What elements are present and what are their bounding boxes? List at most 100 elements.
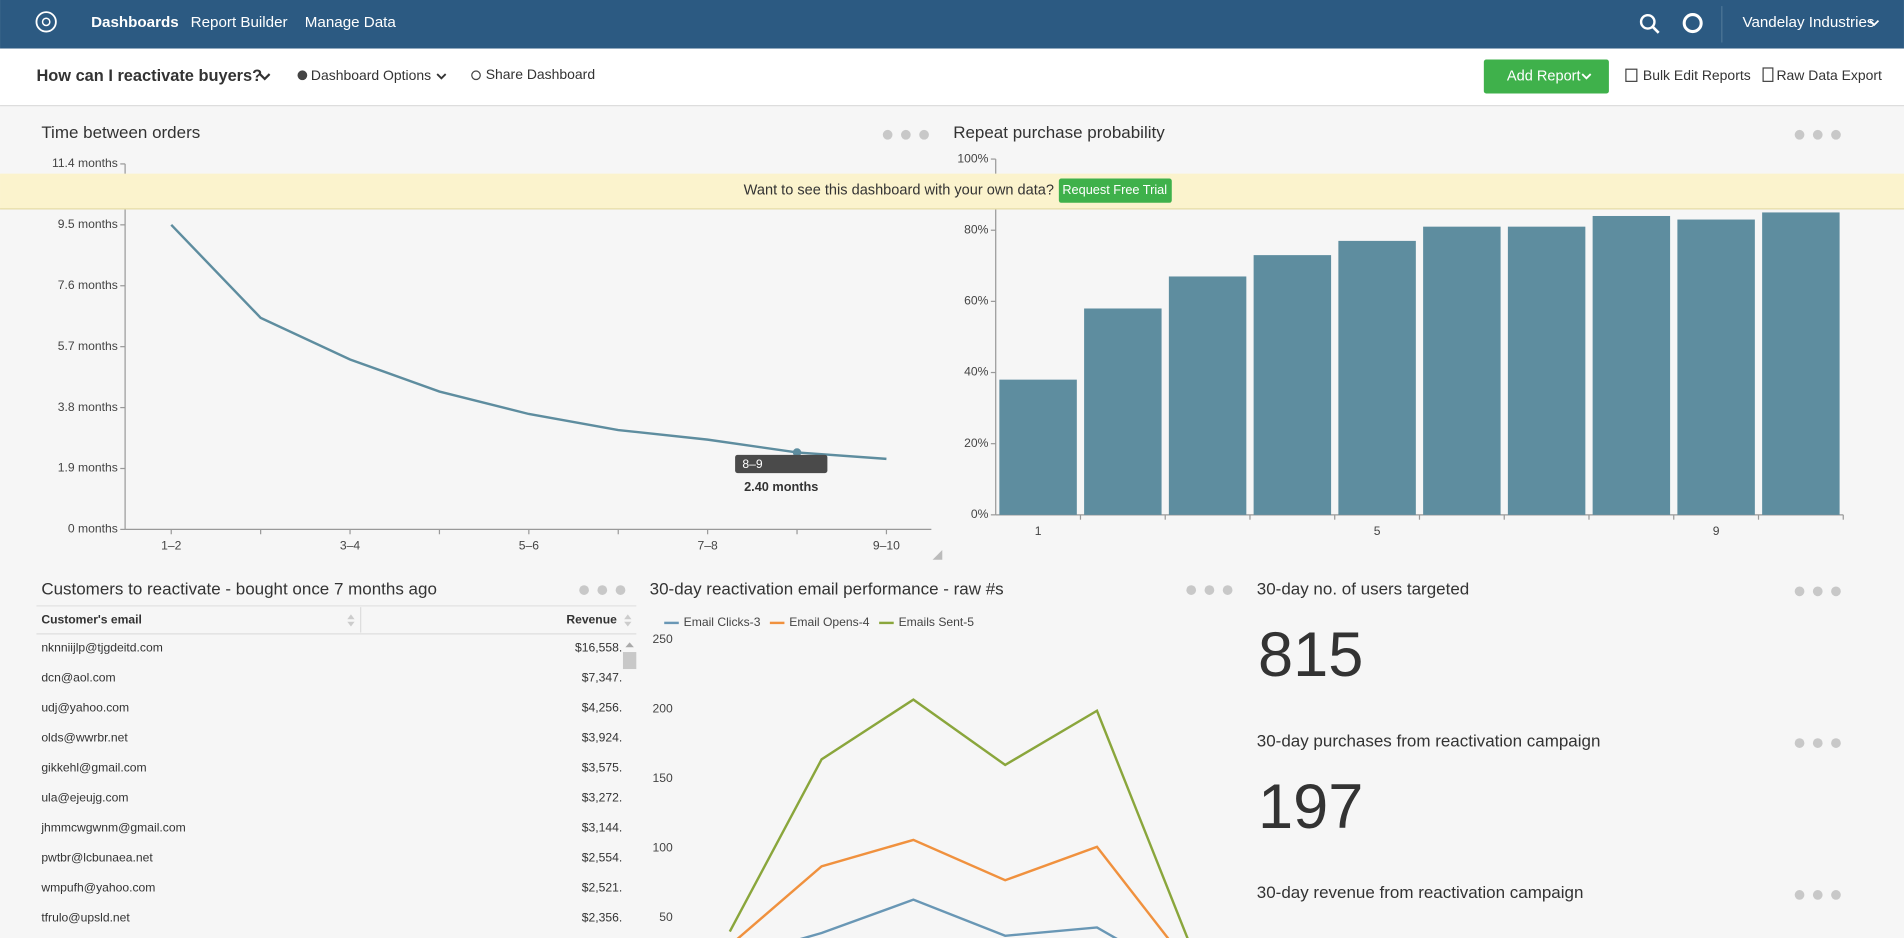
toolbar-background	[0, 48, 1904, 106]
cell-revenue: $3,272.0	[582, 791, 629, 805]
y-tick-label: 100	[652, 840, 672, 854]
line-series	[799, 898, 1118, 938]
account-menu[interactable]: Vandelay Industries	[1742, 14, 1874, 31]
bar	[1253, 255, 1332, 515]
y-tick-label: 1.9 months	[58, 461, 118, 475]
dashboard-options[interactable]: Dashboard Options	[311, 67, 431, 83]
line-series	[736, 838, 1170, 938]
revenue-column: $16,558.0 $7,347.0 $4,256.5 $3,924.5 $3,575.…	[575, 641, 629, 925]
y-tick-label: 250	[652, 632, 672, 646]
widget-icon	[882, 129, 893, 140]
bar	[1084, 308, 1162, 515]
cell-email: pwtbr@lcbunaea.net	[41, 851, 153, 865]
raw-export[interactable]: Raw Data Export	[1776, 67, 1882, 83]
widget-icon	[1204, 585, 1215, 595]
cell-revenue: $3,575.5	[582, 761, 629, 775]
trial-button[interactable]	[1058, 178, 1172, 203]
chevron	[436, 73, 447, 80]
cell-revenue: $3,924.5	[582, 731, 629, 745]
x-tick-label: 5	[1374, 524, 1381, 538]
line-series	[728, 698, 1189, 938]
x-tick-label: 1	[1035, 524, 1042, 538]
cell-email: wmpufh@yahoo.com	[40, 881, 155, 895]
column-header: Revenue	[566, 613, 617, 627]
widget-title: Time between orders	[41, 123, 200, 142]
cell-revenue: $2,521.5	[582, 881, 629, 895]
y-tick-label: 0%	[971, 507, 989, 521]
widget-title: 30-day reactivation email performance - …	[650, 580, 1004, 599]
cell-email: gikkehl@gmail.com	[41, 761, 146, 775]
bulk-edit[interactable]: Bulk Edit Reports	[1643, 67, 1751, 83]
logo-inner	[41, 17, 51, 27]
widget-icon	[1794, 129, 1805, 140]
line-series	[170, 223, 887, 461]
cell-revenue: $2,356.5	[582, 911, 629, 925]
tooltip-value: 2.40 months	[744, 479, 818, 494]
bar	[1338, 240, 1416, 515]
x-tick-label: 5–6	[519, 539, 539, 553]
kpi-title: 30-day no. of users targeted	[1257, 580, 1469, 599]
widget-icon	[1794, 738, 1805, 748]
y-tick-label: 40%	[964, 365, 988, 379]
kpi-value: 815	[1258, 620, 1363, 690]
widget-icon	[1831, 586, 1841, 597]
kpi-title: 30-day purchases from reactivation campa…	[1257, 731, 1601, 750]
bar	[1677, 219, 1755, 515]
sort-icon	[624, 614, 632, 627]
widget-icon	[1812, 129, 1823, 140]
add-report-label: Add Report	[1507, 68, 1581, 84]
search-icon[interactable]	[1639, 13, 1656, 30]
y-tick-label: 0 months	[68, 522, 118, 536]
column-header: Customer's email	[41, 613, 142, 627]
cell-email: dcn@aol.com	[41, 671, 115, 685]
nav-item[interactable]: Dashboards	[91, 14, 179, 31]
widgets: Time between orders 0 months 1.9 months 3.8…	[0, 123, 1904, 938]
widget-icon	[1812, 890, 1823, 900]
trial-button-label: Request Free Trial	[1062, 182, 1167, 197]
widget-icon	[1794, 586, 1805, 597]
dashboard-title[interactable]: How can I reactivate buyers?	[36, 67, 262, 85]
x-tick-label: 7–8	[698, 539, 718, 553]
help-icon[interactable]	[1682, 13, 1703, 34]
chevron	[1581, 73, 1592, 80]
kpi-value: 197	[1258, 772, 1363, 842]
cell-email: udj@yahoo.com	[41, 701, 129, 715]
cell-revenue: $2,554.0	[582, 851, 629, 865]
widget-icon	[1831, 129, 1841, 140]
bar	[1168, 276, 1247, 515]
chevron	[259, 73, 271, 81]
bar	[1423, 226, 1501, 515]
cell-revenue: $16,558.0	[575, 641, 629, 655]
bar	[1762, 212, 1840, 515]
nav-item[interactable]: Report Builder	[191, 14, 288, 31]
y-tick-label: 50	[659, 910, 673, 924]
cell-revenue: $3,144.5	[582, 821, 629, 835]
y-tick-label: 7.6 months	[58, 278, 118, 292]
widget-title: Customers to reactivate - bought once 7 …	[41, 580, 437, 599]
sort-icon	[347, 614, 355, 627]
widget-icon	[1222, 585, 1233, 595]
cell-email: nknniijlp@tjgdeitd.com	[41, 641, 163, 655]
logo[interactable]	[35, 11, 57, 33]
nav-bar: Dashboards Report Builder Manage Data Va…	[0, 0, 1904, 49]
cell-revenue: $7,347.0	[582, 671, 629, 685]
y-tick-label: 11.4 months	[52, 156, 118, 170]
share-dashboard[interactable]: Share Dashboard	[486, 66, 595, 82]
legend-label: Email Opens-4	[789, 615, 869, 629]
cell-email: tfrulo@upsld.net	[41, 911, 130, 925]
y-tick-label: 9.5 months	[58, 217, 118, 231]
y-tick-label: 3.8 months	[58, 400, 118, 414]
x-tick-label: 9–10	[873, 539, 900, 553]
scroll-arrow	[625, 642, 634, 648]
gear-icon	[297, 70, 308, 81]
kpi-title: 30-day revenue from reactivation campaig…	[1257, 883, 1584, 902]
cell-email: olds@wwrbr.net	[41, 731, 128, 745]
bar	[999, 379, 1077, 515]
edit-icon	[1625, 68, 1638, 82]
add-report-button[interactable]	[1483, 59, 1609, 94]
y-tick-label: 60%	[964, 294, 988, 308]
widget-icon	[901, 129, 911, 140]
file-icon	[1762, 67, 1774, 82]
nav-item[interactable]: Manage Data	[305, 14, 397, 31]
